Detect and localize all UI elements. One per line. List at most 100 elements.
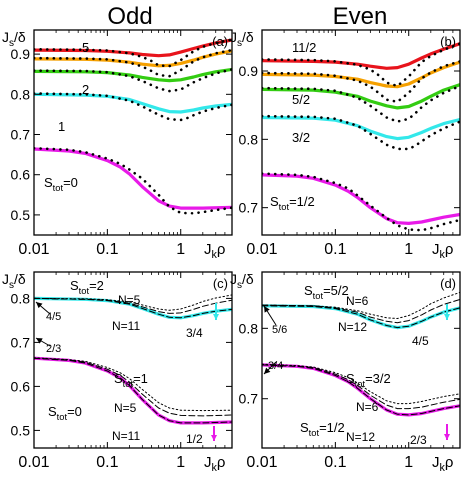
curve-label-c-8: N=11 <box>112 429 140 443</box>
panel-letter-a: (a) <box>212 34 228 49</box>
series-line-c-2 <box>34 297 232 319</box>
curve-label-c-10: 1/2 <box>186 432 203 446</box>
curve-label-b-1: 5/2 <box>292 92 310 107</box>
series-line-b-1 <box>262 60 460 89</box>
curve-label-c-1: N=5 <box>118 293 141 307</box>
ytick-label-a-3: 0.8 <box>11 86 31 102</box>
series-group-c <box>34 294 232 425</box>
curve-label-a-3: Stot=0 <box>44 175 78 193</box>
xlabel-c: Jkρ <box>204 454 225 474</box>
series-line-c-7 <box>34 357 232 412</box>
series-line-b-5 <box>262 42 460 88</box>
series-line-b-2 <box>262 83 460 110</box>
ytick-label-a-4: 0.9 <box>11 46 31 62</box>
plot-frame-b <box>261 29 461 236</box>
curve-label-d-4: 5/6 <box>272 324 287 336</box>
curve-label-c-9: Stot=0 <box>48 404 82 422</box>
xlabel-b: Jkρ <box>432 241 453 261</box>
series-group-d <box>262 291 460 417</box>
xtick-label-d-0: 0.01 <box>246 454 277 471</box>
series-line-a-2 <box>34 67 232 83</box>
ytick-label-a-1: 0.6 <box>11 167 31 183</box>
series-line-b-9 <box>262 172 460 232</box>
xtick-label-b-0: 0.01 <box>246 241 277 258</box>
xtick-label-b-1: 0.1 <box>324 241 346 258</box>
ytick-label-c-1: 0.6 <box>11 378 31 394</box>
curve-label-b-3: Stot=1/2 <box>270 194 315 212</box>
ylabel-c: Js/δ <box>2 271 26 291</box>
curve-label-d-1: N=6 <box>346 294 369 308</box>
plot-frame-a <box>33 29 233 236</box>
col-title-odd: Odd <box>107 3 152 30</box>
series-line-c-4 <box>34 294 232 311</box>
panel-letter-d: (d) <box>440 276 456 291</box>
ytick-label-c-3: 0.8 <box>11 290 31 306</box>
series-line-b-4 <box>262 173 460 225</box>
arrow-d-cyan-head <box>444 314 450 320</box>
xtick-label-c-0: 0.01 <box>18 454 49 471</box>
curve-label-c-2: N=11 <box>112 319 140 333</box>
ytick-label-b-1: 0.8 <box>239 131 259 147</box>
series-line-d-5 <box>262 364 460 416</box>
curve-label-d-10: 2/3 <box>410 433 427 447</box>
panel-letter-b: (b) <box>440 34 456 49</box>
ytick-label-b-0: 0.7 <box>239 200 259 216</box>
ylabel-d: Js/δ <box>230 271 254 291</box>
xtick-label-c-1: 0.1 <box>96 454 118 471</box>
arrow-d-2-head <box>264 367 271 374</box>
curve-label-c-7: N=5 <box>114 401 137 415</box>
curve-label-a-1: 2 <box>82 82 89 97</box>
ytick-label-a-2: 0.7 <box>11 127 31 143</box>
col-title-even: Even <box>333 3 388 30</box>
xtick-label-a-0: 0.01 <box>18 241 49 258</box>
series-line-b-7 <box>262 84 460 123</box>
plot-frame-d <box>261 271 461 449</box>
curve-label-d-5: 3/4 <box>268 360 283 372</box>
curve-label-c-6: Stot=1 <box>114 371 148 389</box>
panel-letter-c: (c) <box>213 276 228 291</box>
panel-b: 0.01 0.1 1 0.7 0.8 0.9 Js/δ Jkρ (b) 11/2 5/2 3/2 Sto… <box>230 29 461 261</box>
xtick-label-c-2: 1 <box>176 454 185 471</box>
curve-label-a-0: 5 <box>82 40 89 55</box>
plot-frame-c <box>33 271 233 449</box>
series-line-c-6 <box>34 357 232 417</box>
series-line-d-4 <box>262 291 460 319</box>
series-group-b <box>262 42 460 232</box>
series-group-a <box>34 38 232 215</box>
series-line-a-4 <box>34 147 232 210</box>
xtick-label-b-2: 1 <box>404 241 413 258</box>
xtick-label-d-1: 0.1 <box>324 454 346 471</box>
series-line-a-5 <box>34 38 232 68</box>
curve-label-d-3: 4/5 <box>412 334 429 348</box>
arrow-c-2-head <box>36 338 43 344</box>
curve-label-c-0: Stot=2 <box>70 278 104 296</box>
series-line-b-0 <box>262 42 460 70</box>
arrow-d-1-head <box>264 306 270 313</box>
curve-label-a-2: 1 <box>58 119 65 134</box>
series-line-a-9 <box>34 146 232 215</box>
ytick-label-d-1: 0.8 <box>239 320 259 336</box>
xtick-label-a-2: 1 <box>176 241 185 258</box>
ytick-label-c-2: 0.7 <box>11 334 31 350</box>
series-line-d-2 <box>262 305 460 329</box>
curve-label-c-3: 3/4 <box>186 326 203 340</box>
series-line-d-6 <box>262 364 460 410</box>
xlabel-a: Jkρ <box>204 241 225 261</box>
arrow-c-1-head <box>36 302 43 309</box>
panel-c: 0.01 0.1 1 0.5 0.6 0.7 0.8Js/δ Jkρ (c) Stot=2 N=5 N… <box>2 271 233 474</box>
arrow-c-cyan-head <box>213 314 219 320</box>
arrow-c-magenta-head <box>211 435 217 441</box>
series-line-b-3 <box>262 115 460 141</box>
panel-a: 0.01 0.1 1 0.5 0.6 0.7 0.8 0.9Js/δ Jkρ (a) 5 2 1 Stot… <box>2 29 233 261</box>
xtick-label-a-1: 0.1 <box>96 241 118 258</box>
series-line-c-5 <box>34 357 232 424</box>
curve-label-d-0: Stot=5/2 <box>304 283 349 301</box>
series-line-a-8 <box>34 92 232 122</box>
series-line-a-3 <box>34 92 232 114</box>
series-line-c-3 <box>34 297 232 314</box>
ylabel-a: Js/δ <box>2 29 26 49</box>
curve-label-b-0: 11/2 <box>292 40 316 55</box>
series-line-d-7 <box>262 363 460 405</box>
arrow-d-magenta-head <box>444 434 450 440</box>
